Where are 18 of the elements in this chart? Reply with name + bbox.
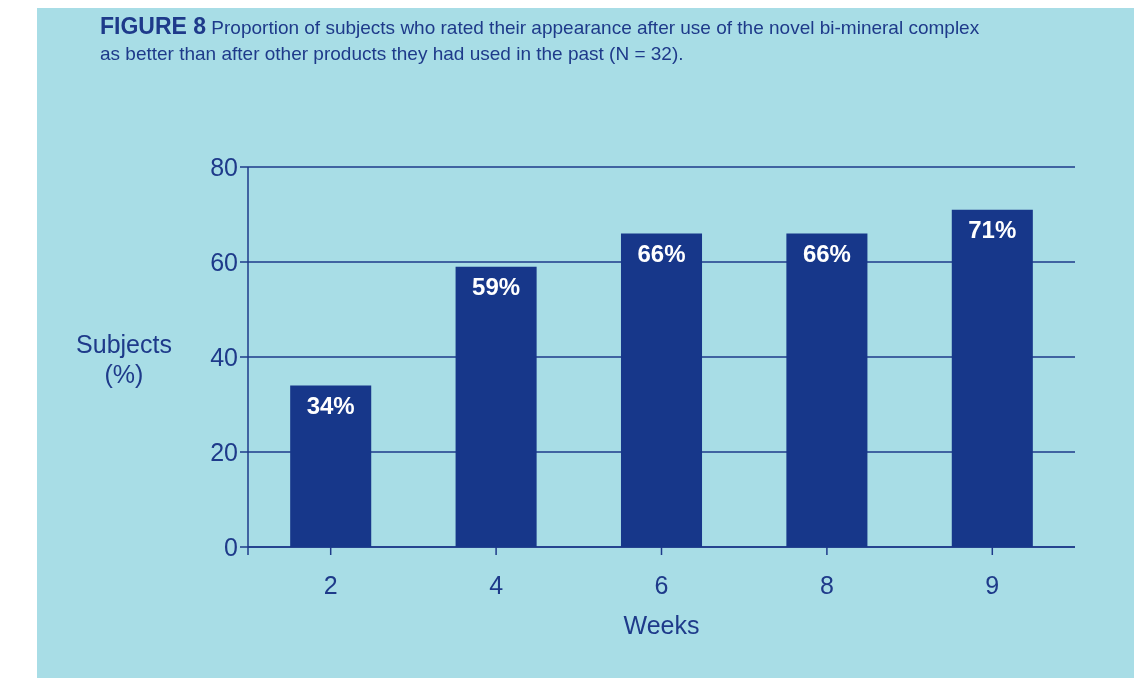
y-tick-label: 40 bbox=[210, 343, 238, 371]
y-tick-label: 80 bbox=[210, 153, 238, 181]
x-axis-title: Weeks bbox=[623, 611, 700, 639]
y-axis-title: Subjects (%) bbox=[76, 330, 172, 388]
y-tick-label: 0 bbox=[224, 533, 238, 561]
x-tick-label: 8 bbox=[819, 571, 834, 599]
x-tick-label: 9 bbox=[985, 571, 1000, 599]
data-label: 66% bbox=[637, 239, 686, 267]
x-tick-label: 2 bbox=[323, 571, 338, 599]
chart-title: FIGURE 8 Proportion of subjects who rated their appearance after use of the novel bi-mineral complex as better than after other products they had used in the past (N = 32). bbox=[100, 13, 980, 64]
x-tick-label: 4 bbox=[489, 571, 504, 599]
data-label: 34% bbox=[306, 391, 355, 419]
y-tick-label: 20 bbox=[210, 438, 238, 466]
x-tick-label: 6 bbox=[654, 571, 669, 599]
data-label: 71% bbox=[968, 215, 1017, 243]
data-label: 59% bbox=[472, 272, 521, 300]
data-label: 66% bbox=[802, 239, 851, 267]
y-tick-label: 60 bbox=[210, 248, 238, 276]
